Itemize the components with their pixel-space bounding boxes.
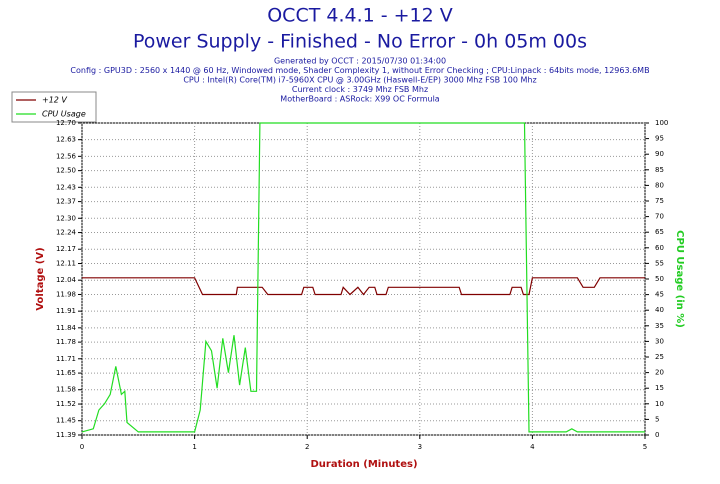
y2-tick-label: 80 bbox=[655, 181, 664, 189]
y-tick-label: 11.91 bbox=[56, 307, 76, 315]
info-line: Current clock : 3749 Mhz FSB Mhz bbox=[292, 85, 428, 94]
y-tick-label: 12.24 bbox=[56, 229, 77, 237]
y2-tick-label: 15 bbox=[655, 384, 664, 392]
y-tick-label: 11.39 bbox=[56, 431, 76, 439]
info-line: MotherBoard : ASRock: X99 OC Formula bbox=[280, 95, 439, 104]
series-line bbox=[82, 277, 645, 296]
y-tick-label: 12.04 bbox=[56, 276, 77, 284]
info-line: Generated by OCCT : 2015/07/30 01:34:00 bbox=[274, 57, 446, 66]
y-tick-label: 11.52 bbox=[56, 400, 76, 408]
y2-tick-label: 10 bbox=[655, 400, 664, 408]
y-tick-label: 12.37 bbox=[56, 198, 76, 206]
y-tick-label: 11.65 bbox=[56, 369, 76, 377]
y-tick-label: 12.11 bbox=[56, 260, 76, 268]
info-line: Config : GPU3D : 2560 x 1440 @ 60 Hz, Wi… bbox=[70, 66, 649, 75]
x-tick-label: 2 bbox=[305, 443, 309, 451]
x-axis-title: Duration (Minutes) bbox=[310, 459, 417, 470]
y-tick-label: 11.78 bbox=[56, 338, 76, 346]
legend-label: CPU Usage bbox=[42, 110, 86, 119]
y2-tick-label: 75 bbox=[655, 197, 664, 205]
y2-tick-label: 100 bbox=[655, 119, 668, 127]
x-tick-label: 0 bbox=[80, 443, 84, 451]
y-tick-label: 12.70 bbox=[56, 119, 76, 127]
y-axis-title: Voltage (V) bbox=[35, 247, 46, 310]
chart-subtitle: Power Supply - Finished - No Error - 0h … bbox=[133, 31, 587, 53]
plot-area bbox=[81, 122, 646, 436]
x-tick-label: 4 bbox=[530, 443, 535, 451]
x-tick-label: 3 bbox=[418, 443, 422, 451]
info-lines: Generated by OCCT : 2015/07/30 01:34:00C… bbox=[70, 57, 649, 104]
series-line bbox=[81, 122, 645, 433]
y-tick-label: 12.30 bbox=[56, 214, 76, 222]
y2-tick-label: 70 bbox=[655, 213, 664, 221]
legend-label: +12 V bbox=[42, 96, 67, 105]
y2-tick-label: 30 bbox=[655, 337, 664, 345]
y-tick-label: 11.45 bbox=[56, 417, 76, 425]
y2-tick-label: 65 bbox=[655, 228, 664, 236]
y2-tick-label: 5 bbox=[655, 415, 659, 423]
y2-tick-label: 90 bbox=[655, 150, 664, 158]
y-tick-label: 12.50 bbox=[56, 167, 76, 175]
y-tick-label: 11.98 bbox=[56, 290, 76, 298]
y-tick-label: 12.56 bbox=[56, 152, 77, 160]
y-tick-label: 11.58 bbox=[56, 386, 76, 394]
y2-tick-label: 85 bbox=[655, 166, 664, 174]
y2-tick-label: 45 bbox=[655, 291, 664, 299]
y-tick-label: 12.43 bbox=[56, 183, 76, 191]
y2-tick-label: 55 bbox=[655, 259, 664, 267]
y2-tick-label: 20 bbox=[655, 369, 664, 377]
y2-tick-label: 40 bbox=[655, 306, 664, 314]
y2-axis-title: CPU Usage (in %) bbox=[674, 230, 685, 328]
x-tick-label: 5 bbox=[643, 443, 647, 451]
y2-tick-label: 0 bbox=[655, 431, 659, 439]
y2-tick-label: 60 bbox=[655, 244, 664, 252]
x-tick-label: 1 bbox=[192, 443, 196, 451]
y-tick-label: 12.63 bbox=[56, 136, 76, 144]
y-tick-label: 12.17 bbox=[56, 245, 76, 253]
chart-title: OCCT 4.4.1 - +12 V bbox=[267, 5, 453, 27]
y2-tick-label: 50 bbox=[655, 275, 664, 283]
y-tick-label: 11.84 bbox=[56, 324, 77, 332]
y2-tick-label: 25 bbox=[655, 353, 664, 361]
y2-tick-label: 95 bbox=[655, 135, 664, 143]
y-tick-label: 11.71 bbox=[56, 355, 76, 363]
legend-box bbox=[11, 91, 97, 123]
info-line: CPU : Intel(R) Core(TM) i7-5960X CPU @ 3… bbox=[183, 76, 536, 85]
y2-tick-label: 35 bbox=[655, 322, 664, 330]
